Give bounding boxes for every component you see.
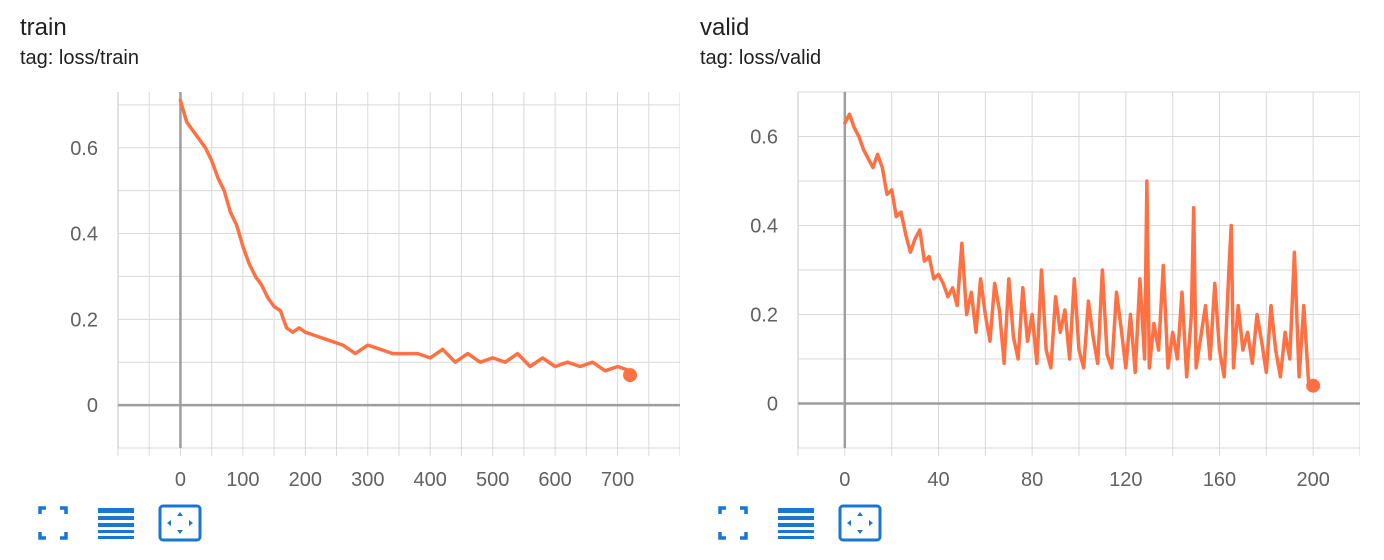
- x-tick-label: 200: [1296, 469, 1329, 491]
- data-table-icon: [778, 508, 814, 539]
- x-tick-label: 400: [414, 469, 447, 491]
- fit-domain-button[interactable]: [838, 504, 884, 544]
- y-tick-label: 0.2: [750, 305, 778, 327]
- valid-chart-card: valid tag: loss/valid 0 40 80 120 160 200 0 0.2…: [680, 0, 1360, 560]
- x-tick-label: 0: [839, 469, 850, 491]
- fullscreen-icon: [718, 506, 748, 540]
- y-tick-label: 0.6: [70, 138, 98, 160]
- fit-domain-icon: [838, 504, 882, 542]
- x-tick-label: 100: [226, 469, 259, 491]
- train-loss-plot[interactable]: 0 100 200 300 400 500 600 700 0 0.2 0.4 0.6: [0, 0, 680, 500]
- data-table-icon: [98, 508, 134, 539]
- chart-toolbar: [718, 504, 898, 544]
- x-tick-label: 120: [1109, 469, 1142, 491]
- chart-title: train: [20, 14, 67, 41]
- x-tick-label: 600: [538, 469, 571, 491]
- x-tick-label: 300: [351, 469, 384, 491]
- last-point-marker: [1306, 378, 1321, 393]
- fit-domain-button[interactable]: [158, 504, 204, 544]
- toggle-data-table-button[interactable]: [98, 504, 136, 544]
- fit-domain-icon: [158, 504, 202, 542]
- series-line: [178, 98, 632, 373]
- y-tick-label: 0: [767, 394, 778, 416]
- x-tick-label: 0: [175, 469, 186, 491]
- x-tick-label: 160: [1203, 469, 1236, 491]
- fullscreen-button[interactable]: [38, 504, 68, 544]
- x-tick-label: 500: [476, 469, 509, 491]
- x-tick-label: 200: [289, 469, 322, 491]
- y-tick-label: 0.6: [750, 127, 778, 149]
- x-tick-label: 40: [927, 469, 949, 491]
- fullscreen-icon: [38, 506, 68, 540]
- train-chart-card: train tag: loss/train 0 100 200 300 400 500 60…: [0, 0, 680, 560]
- y-tick-label: 0.4: [750, 216, 778, 238]
- last-point-marker: [623, 368, 638, 383]
- x-tick-label: 80: [1021, 469, 1043, 491]
- y-tick-label: 0: [87, 395, 98, 417]
- chart-title: valid: [700, 14, 750, 41]
- valid-loss-plot[interactable]: 0 40 80 120 160 200 0 0.2 0.4 0.6: [680, 0, 1360, 500]
- fullscreen-button[interactable]: [718, 504, 748, 544]
- chart-tag: tag: loss/train: [20, 47, 139, 69]
- chart-toolbar: [38, 504, 218, 544]
- chart-tag: tag: loss/valid: [700, 47, 822, 69]
- y-tick-label: 0.2: [70, 309, 98, 331]
- series-line: [843, 112, 1315, 388]
- toggle-data-table-button[interactable]: [778, 504, 816, 544]
- x-tick-label: 700: [601, 469, 634, 491]
- y-tick-label: 0.4: [70, 224, 98, 246]
